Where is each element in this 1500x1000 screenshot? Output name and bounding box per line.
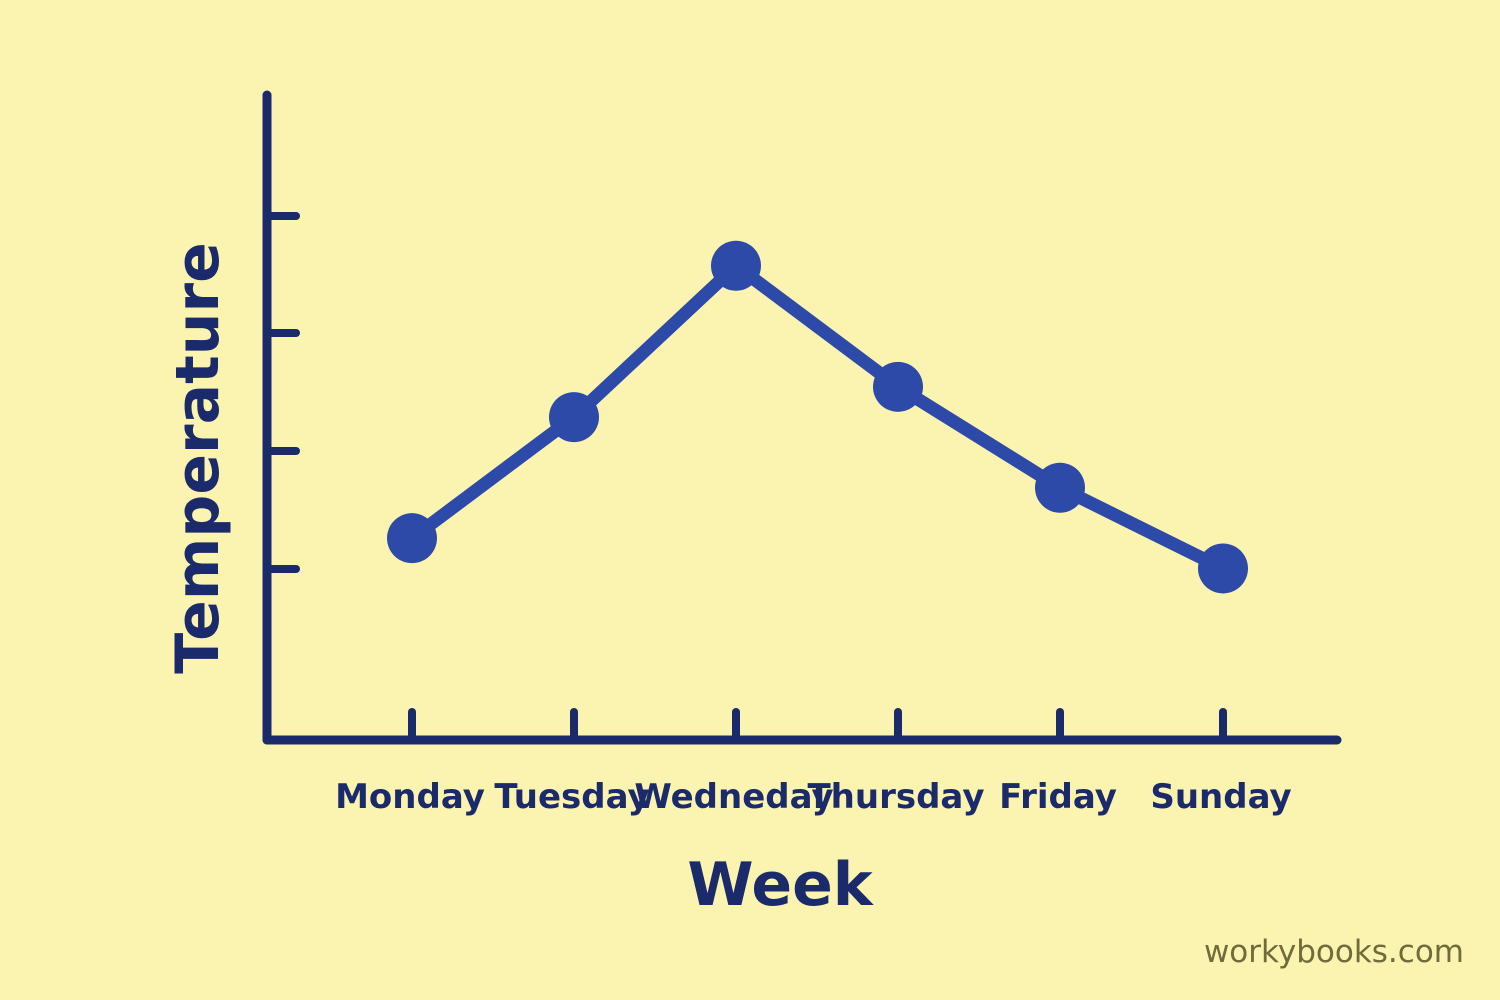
data-points [387,240,1248,594]
series-line [405,259,1230,575]
x-tick-label: Tuesday [494,777,649,817]
series-line-group [405,259,1230,575]
data-point [549,392,599,443]
x-tick-label: Thursday [807,777,984,817]
data-point [873,361,923,412]
y-axis-title: Temperature [163,242,233,674]
x-tick-label: Sunday [1150,777,1291,817]
x-tick-label: Wedneday [634,777,833,817]
axis-ticks [263,212,1227,744]
watermark-text: workybooks.com [1203,934,1464,970]
data-point [1035,462,1085,513]
data-point [387,513,437,564]
chart-axes [262,90,1342,745]
x-tick-label: Friday [999,777,1117,817]
x-tick-label: Monday [335,777,485,817]
data-point [1198,543,1248,594]
x-axis-title: Week [687,850,874,920]
data-point [711,240,761,291]
